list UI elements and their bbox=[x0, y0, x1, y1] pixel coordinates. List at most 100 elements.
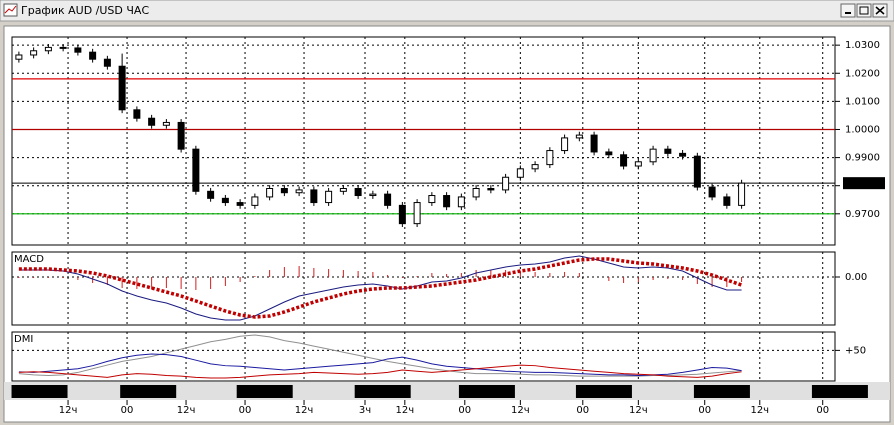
window-buttons bbox=[840, 3, 888, 18]
date-label-box bbox=[458, 385, 515, 398]
candle-body bbox=[620, 154, 628, 167]
x-tick-label: 00 bbox=[698, 405, 711, 416]
candle-body bbox=[738, 182, 746, 206]
candle-body bbox=[30, 50, 38, 56]
candle-body bbox=[192, 148, 200, 192]
x-tick-label: 12ч bbox=[177, 405, 196, 416]
x-tick-label: 12ч bbox=[750, 405, 769, 416]
maximize-button[interactable] bbox=[856, 3, 872, 18]
x-tick-label: 3ч bbox=[359, 405, 371, 416]
x-tick-label: 12ч bbox=[511, 405, 530, 416]
y-tick-label: 1.0000 bbox=[845, 124, 880, 135]
series-line bbox=[18, 257, 743, 319]
candle-body bbox=[221, 197, 229, 204]
panel-content bbox=[12, 37, 835, 245]
panel bbox=[11, 251, 836, 326]
candle-body bbox=[487, 188, 495, 191]
candle-body bbox=[575, 134, 583, 139]
date-label-box bbox=[693, 385, 750, 398]
candle-body bbox=[679, 152, 687, 157]
panel bbox=[11, 36, 836, 246]
candle-body bbox=[325, 190, 333, 204]
date-label-box bbox=[120, 385, 177, 398]
candle-body bbox=[369, 193, 377, 197]
window-icon-line bbox=[4, 5, 17, 14]
minimize-button[interactable] bbox=[840, 3, 856, 18]
candle-body bbox=[384, 193, 392, 206]
candle-body bbox=[634, 161, 642, 167]
candle-body bbox=[516, 168, 524, 178]
candle-body bbox=[162, 121, 170, 126]
candle-body bbox=[502, 176, 510, 191]
candle-body bbox=[236, 202, 244, 206]
candle-body bbox=[354, 188, 362, 197]
candle-body bbox=[546, 150, 554, 166]
candle-body bbox=[561, 137, 569, 152]
maximize-icon bbox=[859, 6, 869, 15]
series-line bbox=[18, 364, 742, 379]
date-label: 27.9.2011 bbox=[461, 387, 512, 398]
y-tick-label: 0.9700 bbox=[845, 209, 880, 220]
y-tick-label: 0.9900 bbox=[845, 153, 880, 164]
candle-body bbox=[649, 148, 657, 163]
candle-body bbox=[413, 202, 421, 225]
date-label: 21.9.2011 bbox=[14, 387, 65, 398]
candle-body bbox=[339, 188, 347, 192]
candle-body bbox=[310, 189, 318, 204]
candle-body bbox=[708, 186, 716, 198]
candle-body bbox=[59, 46, 67, 49]
date-label-box bbox=[236, 385, 293, 398]
candle-body bbox=[472, 188, 480, 198]
x-tick-label: 00 bbox=[458, 405, 471, 416]
candle-body bbox=[428, 195, 436, 204]
y-tick-label: +50 bbox=[845, 345, 866, 356]
date-strip bbox=[4, 382, 890, 400]
x-tick-label: 12ч bbox=[295, 405, 314, 416]
x-tick-label: 12ч bbox=[59, 405, 78, 416]
date-label-box bbox=[811, 385, 868, 398]
x-tick-label: 00 bbox=[239, 405, 252, 416]
panel-content bbox=[12, 252, 835, 325]
candle-body bbox=[443, 195, 451, 208]
date-label-box bbox=[354, 385, 411, 398]
panel-content bbox=[12, 332, 835, 381]
candle-body bbox=[148, 117, 156, 126]
close-icon bbox=[875, 6, 885, 15]
candle-body bbox=[723, 196, 731, 206]
window-title: График AUD /USD ЧАС bbox=[21, 4, 149, 17]
candle-body bbox=[74, 47, 82, 53]
candle-body bbox=[590, 134, 598, 153]
candle-body bbox=[207, 190, 215, 199]
x-tick-label: 00 bbox=[121, 405, 134, 416]
candle-body bbox=[177, 121, 185, 150]
candle-body bbox=[44, 46, 52, 52]
x-tick-label: 00 bbox=[816, 405, 829, 416]
series-line bbox=[18, 353, 742, 376]
date-label-box bbox=[575, 385, 632, 398]
candle-body bbox=[103, 58, 111, 67]
series-line bbox=[18, 255, 742, 321]
date-label: 30.9.2011 bbox=[814, 387, 865, 398]
date-label: 26.9.2011 bbox=[357, 387, 408, 398]
candle-body bbox=[605, 151, 613, 156]
candle-body bbox=[280, 188, 288, 194]
series-line bbox=[18, 334, 742, 377]
last-price-box bbox=[843, 177, 885, 190]
candle-body bbox=[664, 148, 672, 154]
last-price-label: 0.9809 bbox=[845, 178, 880, 189]
y-tick-label: 0.00 bbox=[845, 272, 867, 283]
candle-body bbox=[266, 188, 274, 198]
candle-body bbox=[295, 189, 303, 194]
candle-body bbox=[457, 196, 465, 208]
candle-body bbox=[398, 204, 406, 225]
date-label: 23.9.2011 bbox=[239, 387, 290, 398]
y-tick-label: 1.0300 bbox=[845, 40, 880, 51]
date-label: 29.9.2011 bbox=[696, 387, 747, 398]
panel-title: MACD bbox=[14, 254, 44, 265]
candle-body bbox=[133, 109, 141, 119]
candle-body bbox=[531, 164, 539, 170]
candle-body bbox=[89, 51, 97, 60]
candle-body bbox=[15, 54, 23, 60]
date-label-box bbox=[11, 385, 68, 398]
